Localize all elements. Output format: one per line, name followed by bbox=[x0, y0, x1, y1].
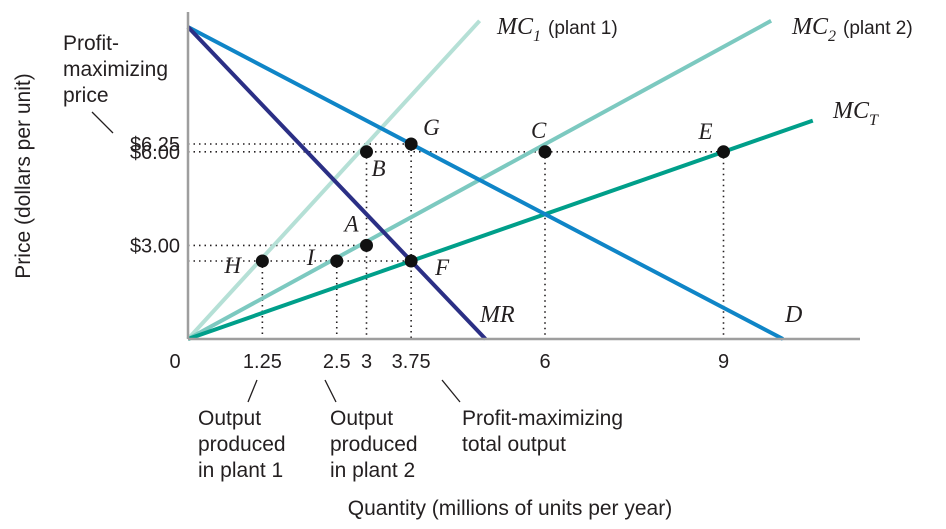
total-pointer bbox=[441, 379, 461, 403]
point-label-h: H bbox=[223, 253, 242, 278]
point-label-c: C bbox=[531, 118, 547, 143]
point-e bbox=[717, 145, 730, 159]
data-points: G B C E A H I F bbox=[223, 115, 730, 280]
series-label-mc2: MC2 (plant 2) bbox=[791, 14, 913, 45]
point-label-b: B bbox=[372, 156, 386, 181]
x-tick-label: 0 bbox=[169, 351, 180, 373]
point-label-f: F bbox=[434, 255, 450, 280]
point-a bbox=[360, 238, 373, 252]
point-g bbox=[404, 137, 418, 151]
total-annotation: Profit-maximizing total output bbox=[462, 407, 629, 456]
series-line-d bbox=[187, 25, 784, 341]
plant2-pointer bbox=[324, 379, 337, 403]
point-b bbox=[360, 145, 373, 159]
x-tick-label: 3 bbox=[361, 351, 372, 373]
series-lines bbox=[186, 19, 814, 341]
plant2-annotation: Output produced in plant 2 bbox=[330, 407, 423, 482]
plant1-annotation: Output produced in plant 1 bbox=[198, 407, 291, 482]
y-tick-label: $3.00 bbox=[130, 235, 180, 257]
tick-labels: 0 1.25 2.5 3 3.75 6 9 $6.25$6.00 $3.00 bbox=[130, 134, 729, 373]
series-line-mr bbox=[186, 25, 487, 341]
point-label-i: I bbox=[306, 245, 316, 270]
series-label-mr: MR bbox=[479, 302, 515, 328]
point-c bbox=[538, 145, 552, 159]
x-tick-label: 9 bbox=[718, 351, 729, 373]
x-tick-label: 6 bbox=[539, 351, 550, 373]
price-annotation-pointer bbox=[91, 111, 114, 134]
x-axis-label: Quantity (millions of units per year) bbox=[348, 497, 672, 520]
series-line-mct bbox=[187, 118, 814, 341]
x-tick-label: 2.5 bbox=[323, 351, 351, 373]
series-label-d: D bbox=[784, 302, 802, 328]
x-tick-label: 1.25 bbox=[243, 351, 282, 373]
series-label-mct: MCT bbox=[832, 98, 879, 129]
point-h bbox=[255, 254, 269, 268]
point-label-g: G bbox=[423, 115, 440, 140]
plant1-pointer bbox=[247, 379, 258, 403]
price-annotation: Profit- maximizing price bbox=[63, 32, 174, 107]
point-label-e: E bbox=[698, 119, 713, 144]
y-tick-label: $6.25 bbox=[130, 134, 180, 156]
point-label-a: A bbox=[343, 211, 360, 236]
y-axis-label: Price (dollars per unit) bbox=[12, 73, 35, 278]
point-f bbox=[404, 254, 418, 268]
x-tick-label: 3.75 bbox=[392, 351, 431, 373]
point-i bbox=[330, 254, 344, 268]
series-label-mc1: MC1 (plant 1) bbox=[496, 14, 618, 45]
y-tick-label: $6.00 bbox=[130, 142, 180, 164]
